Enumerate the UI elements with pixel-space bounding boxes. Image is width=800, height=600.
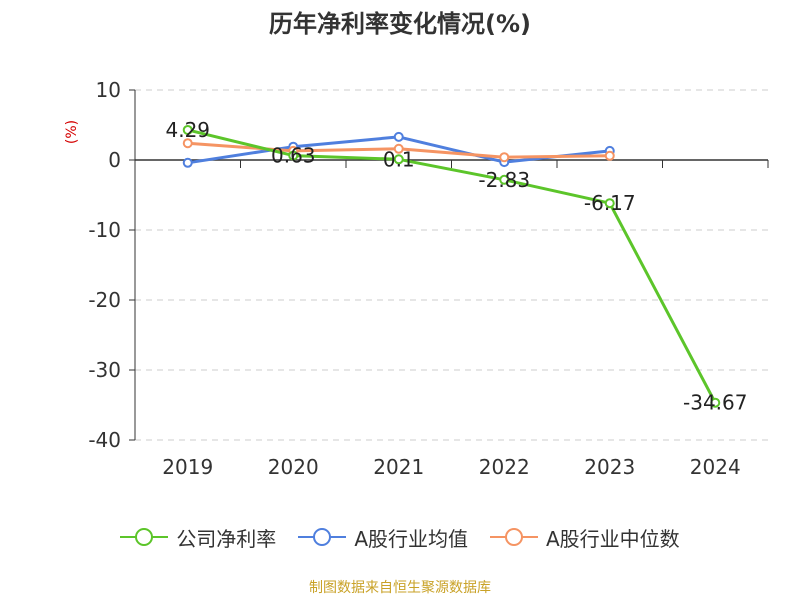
data-label: -34.67	[683, 391, 747, 415]
legend-swatch-blue	[298, 528, 347, 546]
legend-swatch-green	[120, 528, 169, 546]
data-point	[604, 198, 615, 209]
x-tick-label: 2022	[479, 455, 530, 479]
data-label: 0.1	[383, 147, 415, 171]
data-point	[182, 124, 193, 135]
data-point	[393, 143, 404, 154]
data-label: 4.29	[165, 118, 210, 142]
legend-item-industry-median[interactable]: A股行业中位数	[490, 523, 680, 552]
legend-item-company-net-margin[interactable]: 公司净利率	[120, 523, 276, 552]
data-point	[182, 157, 193, 168]
y-tick-label: -20	[88, 288, 121, 312]
chart-title: 历年净利率变化情况(%)	[269, 10, 531, 38]
y-tick-label: 10	[96, 78, 121, 102]
legend: 公司净利率 A股行业均值 A股行业中位数	[0, 520, 800, 554]
x-tick-label: 2019	[162, 455, 213, 479]
legend-item-industry-average[interactable]: A股行业均值	[298, 523, 468, 552]
legend-label: A股行业中位数	[546, 526, 680, 551]
y-tick-label: -40	[88, 428, 121, 452]
y-tick-label: -30	[88, 358, 121, 382]
legend-swatch-orange	[490, 528, 538, 546]
data-point	[604, 150, 615, 161]
data-label: -6.17	[584, 191, 636, 215]
data-label: 0.63	[271, 144, 316, 168]
data-source-note: 制图数据来自恒生聚源数据库	[309, 580, 491, 596]
y-tick-label: -10	[88, 218, 121, 242]
x-tick-label: 2024	[690, 455, 741, 479]
x-tick-label: 2023	[584, 455, 635, 479]
data-point	[288, 150, 299, 161]
data-point	[393, 154, 404, 165]
legend-label: 公司净利率	[176, 526, 277, 551]
legend-label: A股行业均值	[354, 526, 468, 551]
data-label: -2.83	[478, 168, 530, 192]
series-line	[187, 128, 717, 404]
x-tick-label: 2021	[373, 455, 424, 479]
data-point	[710, 397, 721, 408]
data-point	[393, 131, 404, 142]
data-point	[499, 152, 510, 163]
y-tick-label: 0	[108, 148, 121, 172]
x-tick-label: 2020	[268, 455, 319, 479]
data-point	[182, 138, 193, 149]
data-point	[499, 174, 510, 185]
